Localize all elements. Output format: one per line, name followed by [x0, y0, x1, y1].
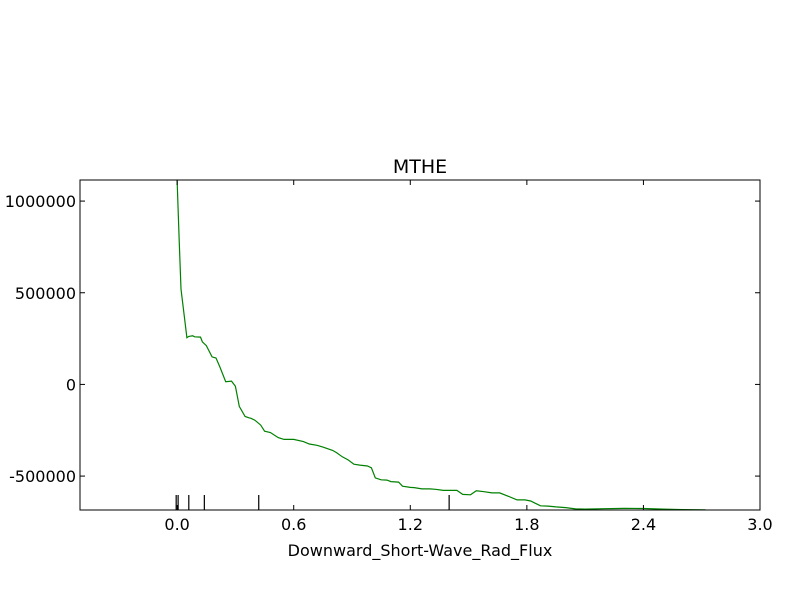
y-axis: 1000000 500000 0 -500000	[5, 192, 760, 486]
x-axis: 0.0 0.6 1.2 1.8 2.4 3.0	[164, 180, 773, 534]
x-tick-label: 3.0	[747, 515, 772, 534]
x-axis-label: Downward_Short-Wave_Rad_Flux	[288, 541, 553, 561]
plot-area	[175, 180, 706, 510]
y-tick-label: 1000000	[5, 192, 76, 211]
y-tick-label: 500000	[15, 284, 76, 303]
plot-frame	[79, 179, 761, 511]
chart-title: MTHE	[393, 156, 447, 178]
y-tick-label: -500000	[9, 467, 76, 486]
series-line-0	[176, 180, 706, 510]
x-tick-label: 2.4	[631, 515, 656, 534]
x-tick-label: 1.8	[514, 515, 539, 534]
y-tick-label: 0	[66, 375, 76, 394]
x-tick-label: 1.2	[398, 515, 423, 534]
x-tick-label: 0.0	[164, 515, 189, 534]
x-tick-label: 0.6	[281, 515, 306, 534]
